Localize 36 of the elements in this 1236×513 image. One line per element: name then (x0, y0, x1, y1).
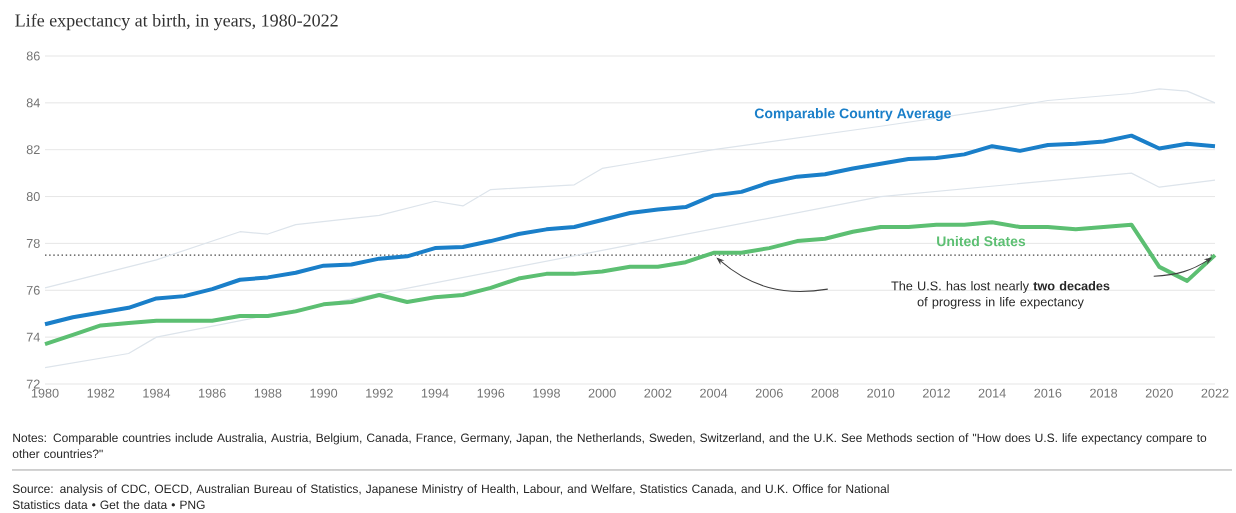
x-tick-label: 1994 (421, 388, 449, 398)
series-label: United States (937, 235, 1026, 247)
y-tick-label: 82 (26, 145, 40, 155)
x-tick-label: 1986 (199, 388, 226, 398)
x-tick-label: 1984 (143, 388, 171, 398)
x-tick-label: 2004 (700, 388, 728, 398)
source-note: Source: analysis of CDC, OECD, Australian Bureau of Statistics, Japanese Ministry of Health, Labour, and Welfare, Statistics Canada, and U.K. Office for National Statistics data • Get the data • PNG (12, 484, 889, 510)
x-tick-label: 2008 (811, 388, 839, 398)
x-tick-label: 2022 (1201, 388, 1229, 398)
x-tick-label: 1990 (310, 388, 338, 398)
x-tick-label: 1980 (31, 388, 59, 398)
x-tick-label: 2006 (755, 388, 783, 398)
x-tick-label: 1996 (477, 388, 505, 398)
x-tick-label: 2002 (644, 388, 672, 398)
x-tick-label: 2010 (867, 388, 895, 398)
x-tick-label: 1988 (254, 388, 282, 398)
x-tick-label: 2000 (588, 388, 616, 398)
x-tick-label: 1982 (87, 388, 115, 398)
chart-title: Life expectancy at birth, in years, 1980-2022 (15, 13, 338, 31)
x-tick-label: 2018 (1090, 388, 1118, 398)
text: Notes: Comparable countries include Australia, Austria, Belgium, Canada, France, Germany, Japan, the Netherlands, Sweden, Switzerland, and the U.K. See Methods section of "How does U.S. life expectancy compare to other countries?" (12, 433, 1207, 459)
annotation: The U.S. has lost nearly two decades of progress in life expectancy (891, 281, 1110, 309)
x-tick-label: 2016 (1034, 388, 1062, 398)
x-tick-label: 2012 (922, 388, 950, 398)
x-tick-label: 2020 (1145, 388, 1173, 398)
y-tick-label: 78 (26, 238, 40, 248)
x-tick-label: 1992 (366, 388, 393, 398)
x-tick-label: 2014 (978, 388, 1006, 398)
x-tick-label: 1998 (533, 388, 560, 398)
y-tick-label: 80 (26, 192, 40, 202)
y-tick-label: 86 (26, 51, 40, 61)
y-tick-label: 76 (26, 285, 40, 295)
y-tick-label: 84 (26, 98, 40, 108)
text: Comparable Country Average (754, 108, 951, 122)
y-tick-label: 74 (26, 332, 40, 342)
y-tick-label: 72 (26, 379, 40, 389)
